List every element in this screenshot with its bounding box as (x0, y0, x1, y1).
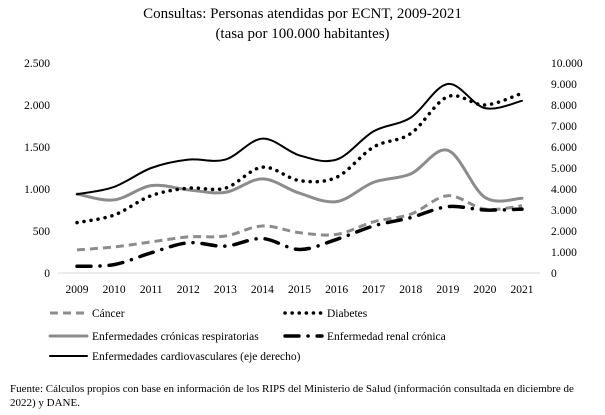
series-line (75, 91, 524, 225)
x-tick-label: 2010 (103, 284, 126, 296)
x-tick-label: 2009 (66, 284, 89, 296)
y-left-tick-label: 500 (33, 226, 51, 238)
y-right-tick-label: 0 (551, 268, 557, 280)
y-right-tick-label: 5.000 (551, 163, 577, 175)
legend-label: Enfermedades cardiovasculares (eje derec… (92, 351, 301, 363)
y-left-tick-label: 0 (44, 268, 50, 280)
y-right-tick-label: 8.000 (551, 100, 577, 112)
y-left-tick-label: 2.500 (24, 58, 50, 70)
y-right-tick-label: 4.000 (551, 184, 577, 196)
y-right-tick-label: 6.000 (551, 142, 577, 154)
y-left-tick-label: 1.500 (24, 142, 50, 154)
y-left-tick-label: 2.000 (24, 100, 50, 112)
legend-label: Cáncer (92, 308, 125, 320)
y-right-tick-label: 1.000 (551, 247, 577, 259)
x-tick-label: 2014 (251, 284, 274, 296)
series-line (76, 83, 523, 196)
series-line (75, 204, 524, 269)
legend-label: Enfermedades crónicas respiratorias (92, 331, 259, 343)
chart-subtitle: (tasa por 100.000 habitantes) (215, 26, 390, 42)
y-right-tick-label: 10.000 (551, 58, 583, 70)
x-tick-label: 2018 (399, 284, 422, 296)
chart-title: Consultas: Personas atendidas por ECNT, … (143, 6, 462, 22)
x-tick-label: 2013 (214, 284, 237, 296)
x-tick-label: 2016 (325, 284, 348, 296)
x-tick-label: 2015 (288, 284, 311, 296)
source-note: Fuente: Cálculos propios con base en inf… (10, 383, 574, 409)
series-line (76, 194, 523, 252)
x-tick-label: 2020 (473, 284, 496, 296)
x-tick-label: 2019 (436, 284, 459, 296)
x-tick-label: 2021 (511, 284, 534, 296)
y-right-tick-label: 9.000 (551, 79, 577, 91)
series-line (75, 148, 524, 204)
legend-label: Diabetes (327, 308, 368, 320)
y-right-tick-label: 2.000 (551, 226, 577, 238)
x-tick-label: 2017 (362, 284, 385, 296)
legend-label: Enfermedad renal crónica (327, 331, 446, 343)
x-tick-label: 2012 (177, 284, 200, 296)
y-left-tick-label: 1.000 (24, 184, 50, 196)
y-right-tick-label: 3.000 (551, 205, 577, 217)
y-right-tick-label: 7.000 (551, 121, 577, 133)
x-tick-label: 2011 (140, 284, 163, 296)
